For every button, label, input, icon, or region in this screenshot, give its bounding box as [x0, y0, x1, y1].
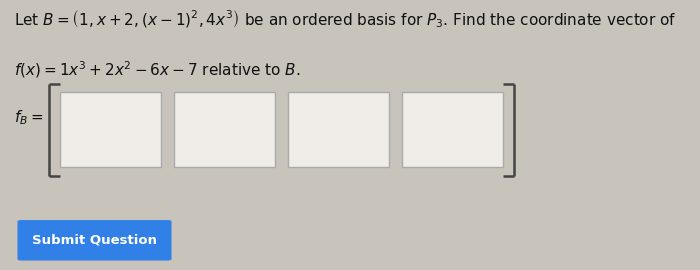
FancyBboxPatch shape: [174, 92, 275, 167]
Text: $f(x) = 1x^3 + 2x^2 - 6x - 7$ relative to $B$.: $f(x) = 1x^3 + 2x^2 - 6x - 7$ relative t…: [14, 59, 300, 80]
FancyBboxPatch shape: [18, 220, 172, 261]
FancyBboxPatch shape: [60, 92, 161, 167]
FancyBboxPatch shape: [402, 92, 503, 167]
FancyBboxPatch shape: [288, 92, 389, 167]
Text: Submit Question: Submit Question: [32, 234, 157, 247]
Text: $f_B =$: $f_B =$: [14, 108, 43, 127]
Text: Let $B = \left(1, x+2, (x-1)^2, 4x^3\right)$ be an ordered basis for $P_3$. Find: Let $B = \left(1, x+2, (x-1)^2, 4x^3\rig…: [14, 8, 676, 29]
